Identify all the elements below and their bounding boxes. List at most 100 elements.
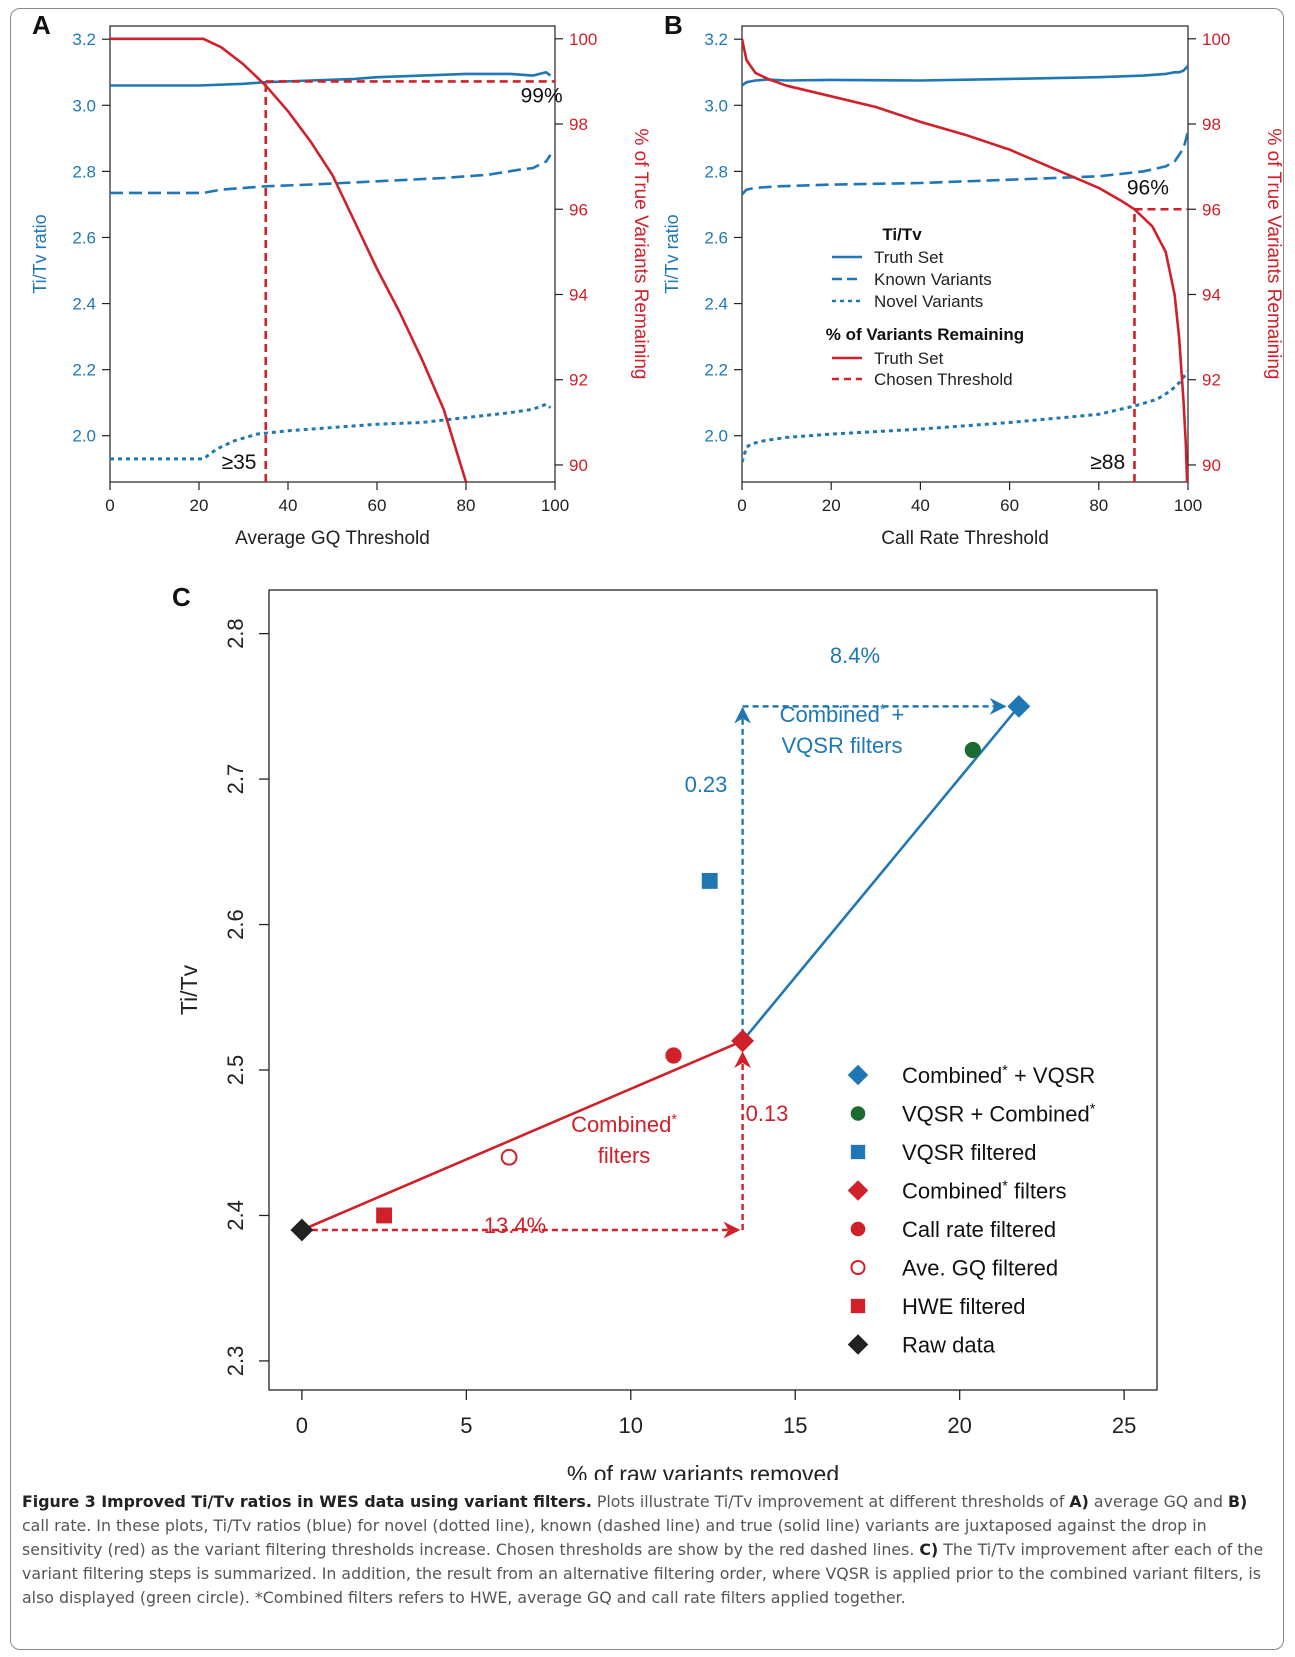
panel-c-legend-marker-1: [847, 1064, 869, 1086]
panel-b-x-axis-label: Call Rate Threshold: [881, 528, 1049, 549]
panel-b-y-left-tick-label: 2.8: [704, 162, 728, 181]
panel-b-y-left-tick-label: 3.2: [704, 30, 728, 49]
caption-title: Figure 3 Improved Ti/Tv ratios in WES da…: [22, 1492, 592, 1511]
panel-a-y-right-tick-label: 100: [569, 30, 597, 49]
panel-a-series-blue-dotted: [110, 402, 552, 461]
panel-a-y-left-axis-label: Ti/Tv ratio: [30, 214, 50, 293]
panel-c-legend-marker-5: [850, 1221, 866, 1237]
panel-c-legend-marker-7: [850, 1298, 866, 1314]
panel-b-y-left-tick-label: 2.2: [704, 361, 728, 380]
panel-c-annotation-delta-red: 0.13: [746, 1101, 789, 1126]
panel-c-y-axis-label: Ti/Tv: [176, 964, 202, 1015]
panel-b-series-blue-dotted: [742, 370, 1188, 463]
panel-b-y-left-tick-label: 2.6: [704, 228, 728, 247]
panel-a-y-right-axis-label: % of True Variants Remaining: [630, 129, 651, 380]
legend-b-item: Truth Set: [874, 248, 944, 267]
panel-c-y-tick-label: 2.7: [223, 764, 248, 795]
caption-ref-c: C): [919, 1540, 939, 1559]
panel-c-point-4: [731, 1029, 755, 1053]
panel-b-y-right-tick-label: 90: [1202, 456, 1221, 475]
panel-a-y-right-tick-label: 92: [569, 371, 588, 390]
panel-c-annotation-combined-1: Combined*: [571, 1112, 677, 1137]
panel-a-plot-frame: [109, 25, 556, 483]
panel-b-y-left-tick-label: 2.4: [704, 295, 728, 314]
panel-a-series-blue-dashed: [110, 154, 552, 195]
caption-text-2: average GQ and: [1088, 1492, 1229, 1511]
panel-b-x-tick-label: 60: [1000, 496, 1019, 515]
panel-b-x-tick-label: 100: [1174, 496, 1202, 515]
panel-c-y-tick-label: 2.6: [223, 909, 248, 940]
panel-a-y-left-tick-label: 2.0: [72, 427, 96, 446]
panel-b-x-tick-label: 20: [822, 496, 841, 515]
panel-a-x-tick-label: 40: [279, 496, 298, 515]
caption-text-4: The Ti/Tv improvement after each of the …: [22, 1540, 1264, 1607]
panel-c-chart: C 0 5 10 15 20 25 % of raw variants removed 2.3 2…: [172, 582, 1158, 1480]
legend-b-item: Novel Variants: [874, 292, 983, 311]
panel-b-annotation-2: ≥88: [1090, 451, 1125, 474]
panel-b-x-tick-label: 80: [1089, 496, 1108, 515]
panel-b-chart: B 0 20 40 60 80 100 Call Rate Threshold 2.0 2.2 2.…: [662, 10, 1284, 549]
panel-c-annotation-combined-2: filters: [598, 1143, 651, 1168]
figure-frame: [10, 8, 1284, 1650]
panel-c-legend-marker-3: [850, 1144, 866, 1160]
legend-b-item: Truth Set: [874, 349, 944, 368]
panel-a-annotation-2: ≥35: [222, 451, 257, 474]
caption-ref-b: B): [1228, 1492, 1248, 1511]
panel-c-point-3: [701, 872, 718, 889]
panel-a-y-right-tick-label: 98: [569, 115, 588, 134]
panel-c-point-2: [964, 741, 981, 759]
panel-b-y-right-tick-label: 92: [1202, 371, 1221, 390]
caption-ref-a: A): [1069, 1492, 1089, 1511]
panel-c-line-raw-to-combined: [301, 1039, 744, 1232]
panel-a-y-right-tick-label: 94: [569, 285, 588, 304]
panel-c-legend-marker-8: [847, 1334, 869, 1355]
panel-c-legend-label-6: Ave. GQ filtered: [902, 1256, 1058, 1281]
panel-c-y-tick-label: 2.3: [223, 1346, 248, 1377]
panel-c-x-tick-label: 10: [619, 1413, 643, 1438]
panel-c-line-combined-to-vqsr: [741, 705, 1020, 1042]
panel-c-x-tick-label: 5: [460, 1413, 472, 1438]
panel-b-y-left-tick-label: 2.0: [704, 427, 728, 446]
panel-c-point-7: [376, 1207, 393, 1224]
panel-c-y-tick-label: 2.8: [223, 618, 248, 649]
panel-a-series-red-solid: [110, 37, 468, 482]
panel-c-x-axis-label: % of raw variants removed: [567, 1461, 839, 1480]
panel-b-annotation-1: 96%: [1127, 176, 1169, 199]
panel-a-y-left-tick-label: 2.2: [72, 361, 96, 380]
panel-c-legend-marker-4: [847, 1180, 869, 1201]
panel-c-x-tick-label: 15: [783, 1413, 807, 1438]
panel-a-y-left-tick-label: 3.0: [72, 96, 96, 115]
panel-b-label: B: [664, 10, 683, 40]
panel-a-y-left-tick-label: 2.8: [72, 162, 96, 181]
panel-b-series-red-solid: [742, 38, 1188, 482]
panel-a-y-left-tick-label: 3.2: [72, 30, 96, 49]
panel-a-chart: A 0 20 40 60 80 100 Average GQ Threshold 2.0 2.2 2…: [30, 10, 651, 549]
panel-c-point-1: [1007, 694, 1031, 718]
legend-b-item: Known Variants: [874, 270, 992, 289]
panel-a-x-tick-label: 100: [541, 496, 569, 515]
panel-c-point-8: [290, 1218, 314, 1242]
panel-a-series-blue-solid: [110, 71, 552, 87]
panel-c-y-tick-label: 2.5: [223, 1055, 248, 1086]
panel-b-plot-frame: [741, 25, 1189, 483]
panel-c-label: C: [172, 582, 191, 612]
panel-a-y-left-tick-label: 2.6: [72, 228, 96, 247]
panel-c-legend-label-4: Combined* filters: [902, 1179, 1067, 1204]
figure-canvas: A 0 20 40 60 80 100 Average GQ Threshold 2.0 2.2 2…: [30, 10, 1284, 1480]
panel-c-x-tick-label: 0: [296, 1413, 308, 1438]
caption-text-3: call rate. In these plots, Ti/Tv ratios …: [22, 1516, 1207, 1559]
panel-c-legend-label-2: VQSR + Combined*: [902, 1102, 1096, 1127]
legend-b-group2-title: % of Variants Remaining: [826, 325, 1024, 344]
panel-a-annotation-1: 99%: [521, 85, 563, 108]
panel-c-legend-label-5: Call rate filtered: [902, 1217, 1056, 1242]
panel-c-point-6: [500, 1148, 518, 1166]
panel-c-annotation-combined-vqsr-1: Combined* +: [780, 702, 905, 727]
panel-b-y-left-tick-label: 3.0: [704, 96, 728, 115]
panel-a-label: A: [32, 10, 51, 40]
panel-b-y-right-tick-label: 96: [1202, 200, 1221, 219]
panel-c-legend-label-1: Combined* + VQSR: [902, 1063, 1095, 1088]
panel-c-legend-label-7: HWE filtered: [902, 1294, 1025, 1319]
panel-c-point-5: [665, 1047, 682, 1064]
panel-c-y-tick-label: 2.4: [223, 1200, 248, 1231]
panel-a-x-axis-label: Average GQ Threshold: [235, 528, 430, 549]
